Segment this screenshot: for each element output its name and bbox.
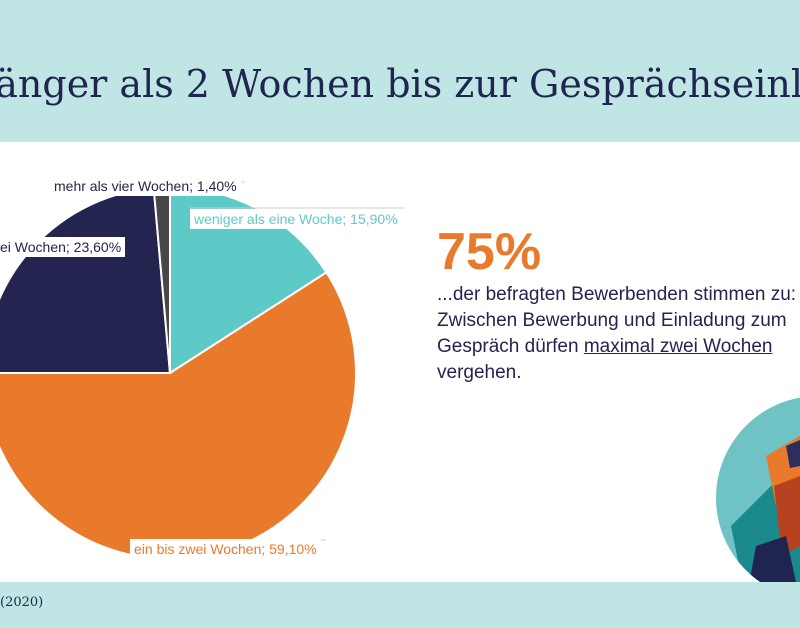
stat-text-before: ...der befragten Bewerbenden stimmen zu:… [437, 284, 797, 357]
slice-three-to-four-weeks [0, 186, 172, 374]
header-band: Länger als 2 Wochen bis zur Gesprächsein… [0, 0, 800, 142]
stat-text-underlined: maximal zwei Wochen [583, 336, 773, 357]
stat-description: ...der befragten Bewerbenden stimmen zu:… [437, 282, 799, 386]
source-note: (2020) [0, 595, 44, 610]
stat-percentage: 75% [437, 223, 542, 281]
pie-chart [0, 181, 405, 560]
label-one-to-two-weeks: ein bis zwei Wochen; 59,10% [130, 539, 321, 559]
label-less-than-one-week: weniger als eine Woche; 15,90% [190, 209, 402, 229]
footer-band: (2020) [0, 582, 800, 628]
label-more-than-four-weeks: mehr als vier Wochen; 1,40% [50, 176, 241, 196]
page-title: Länger als 2 Wochen bis zur Gesprächsein… [0, 62, 800, 106]
stat-text-after: vergehen. [437, 362, 522, 383]
label-three-to-four-weeks: ei Wochen; 23,60% [0, 237, 126, 257]
person-illustration [716, 396, 800, 600]
